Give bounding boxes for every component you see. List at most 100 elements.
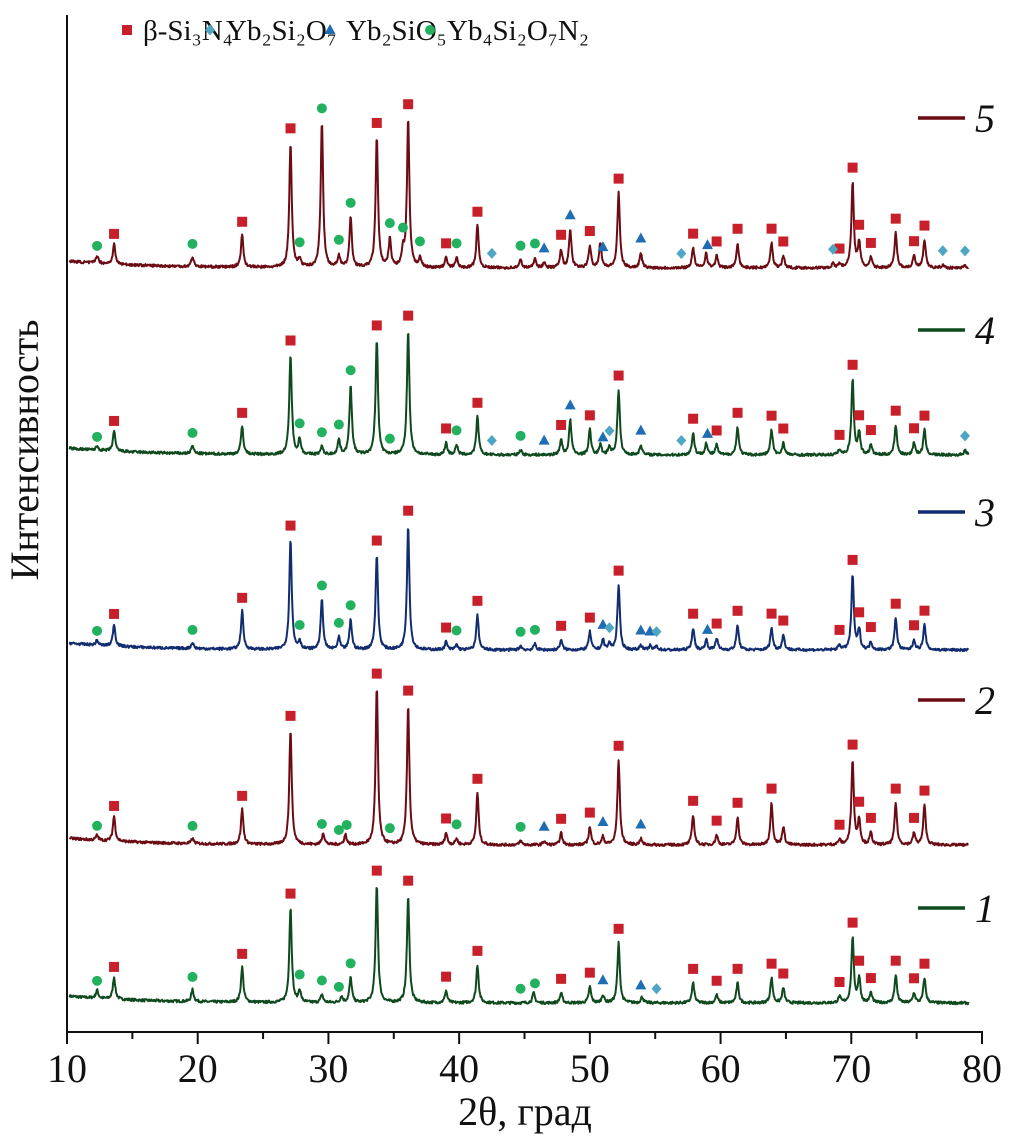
marker-circle-series-3 bbox=[316, 580, 327, 591]
marker-square-series-2 bbox=[688, 795, 699, 806]
marker-square-series-4 bbox=[237, 407, 248, 418]
legend-circle-icon bbox=[425, 25, 435, 35]
marker-circle-series-4 bbox=[333, 419, 344, 430]
x-tick-label: 60 bbox=[701, 1046, 741, 1091]
marker-diamond-series-5 bbox=[960, 245, 971, 257]
marker-square-series-3 bbox=[909, 620, 920, 631]
marker-diamond-series-4 bbox=[960, 430, 971, 442]
series-1-label: 1 bbox=[975, 886, 995, 931]
marker-square-series-4 bbox=[711, 425, 722, 436]
marker-circle-series-3 bbox=[92, 625, 103, 636]
marker-square-series-5 bbox=[890, 213, 901, 224]
marker-square-series-2 bbox=[237, 790, 248, 801]
marker-square-series-1 bbox=[766, 958, 777, 969]
marker-square-series-4 bbox=[688, 413, 699, 424]
marker-square-series-3 bbox=[766, 608, 777, 619]
marker-triangle-series-3 bbox=[644, 625, 656, 636]
marker-diamond-series-4 bbox=[604, 425, 615, 437]
marker-square-series-5 bbox=[847, 162, 858, 173]
marker-square-series-5 bbox=[732, 223, 743, 234]
marker-square-series-5 bbox=[441, 238, 452, 249]
marker-circle-series-5 bbox=[384, 218, 395, 229]
marker-square-series-4 bbox=[890, 405, 901, 416]
marker-circle-series-5 bbox=[92, 240, 103, 251]
marker-square-series-4 bbox=[854, 410, 865, 421]
marker-square-series-4 bbox=[403, 310, 414, 321]
legend-diamond-icon bbox=[205, 24, 215, 36]
legend-label: Yb₂Si₂O₇ bbox=[226, 15, 337, 47]
marker-square-series-1 bbox=[688, 963, 699, 974]
series-5-line bbox=[68, 120, 970, 270]
marker-square-series-2 bbox=[919, 785, 930, 796]
marker-square-series-5 bbox=[711, 236, 722, 247]
marker-square-series-2 bbox=[865, 812, 876, 823]
marker-square-series-4 bbox=[732, 407, 743, 418]
curves bbox=[68, 120, 970, 1006]
y-axis-title: Интенсивность bbox=[2, 320, 47, 581]
marker-square-series-2 bbox=[847, 739, 858, 750]
marker-square-series-1 bbox=[403, 875, 414, 886]
marker-triangle-series-2 bbox=[597, 816, 609, 827]
x-tick-label: 80 bbox=[962, 1046, 1002, 1091]
marker-square-series-4 bbox=[556, 419, 567, 430]
marker-circle-series-3 bbox=[187, 624, 198, 635]
marker-circle-series-5 bbox=[187, 238, 198, 249]
marker-triangle-series-1 bbox=[635, 979, 647, 990]
marker-square-series-3 bbox=[556, 620, 567, 631]
marker-circle-series-5 bbox=[333, 234, 344, 245]
marker-square-series-1 bbox=[732, 963, 743, 974]
marker-circle-series-4 bbox=[316, 427, 327, 438]
marker-circle-series-1 bbox=[515, 983, 526, 994]
series-4-label: 4 bbox=[975, 308, 995, 353]
marker-triangle-series-3 bbox=[635, 624, 647, 635]
marker-triangle-series-3 bbox=[702, 623, 713, 634]
marker-square-series-5 bbox=[109, 228, 120, 239]
marker-circle-series-1 bbox=[333, 981, 344, 992]
marker-square-series-1 bbox=[909, 973, 920, 984]
marker-square-series-5 bbox=[854, 219, 865, 230]
marker-square-series-3 bbox=[847, 554, 858, 565]
marker-square-series-1 bbox=[854, 955, 865, 966]
marker-circle-series-2 bbox=[451, 819, 462, 830]
marker-square-series-3 bbox=[403, 505, 414, 516]
marker-square-series-5 bbox=[403, 99, 414, 110]
marker-square-series-4 bbox=[766, 410, 777, 421]
marker-square-series-4 bbox=[613, 370, 624, 381]
marker-square-series-1 bbox=[584, 967, 595, 978]
series-1-line bbox=[68, 887, 970, 1006]
series-2-label: 2 bbox=[975, 678, 995, 723]
marker-diamond-series-5 bbox=[827, 243, 838, 255]
marker-square-series-2 bbox=[584, 807, 595, 818]
marker-square-series-4 bbox=[441, 423, 452, 434]
marker-circle-series-1 bbox=[294, 969, 305, 980]
marker-square-series-3 bbox=[854, 607, 865, 618]
marker-square-series-3 bbox=[371, 535, 382, 546]
marker-circle-series-3 bbox=[529, 624, 540, 635]
marker-square-series-5 bbox=[584, 226, 595, 237]
marker-circle-series-4 bbox=[187, 427, 198, 438]
marker-circle-series-3 bbox=[345, 600, 356, 611]
marker-square-series-1 bbox=[109, 961, 120, 972]
marker-circle-series-3 bbox=[451, 625, 462, 636]
marker-square-series-1 bbox=[285, 888, 296, 899]
marker-circle-series-2 bbox=[384, 823, 395, 834]
marker-circle-series-4 bbox=[92, 431, 103, 442]
marker-square-series-5 bbox=[285, 123, 296, 134]
marker-circle-series-3 bbox=[294, 620, 305, 631]
marker-square-series-3 bbox=[865, 622, 876, 633]
marker-square-series-1 bbox=[834, 977, 845, 988]
marker-circle-series-2 bbox=[316, 818, 327, 829]
marker-square-series-1 bbox=[711, 975, 722, 986]
series-5-label: 5 bbox=[975, 96, 995, 141]
marker-circle-series-5 bbox=[397, 222, 408, 233]
marker-circle-series-4 bbox=[294, 418, 305, 429]
marker-square-series-1 bbox=[778, 968, 789, 979]
marker-square-series-1 bbox=[556, 973, 567, 984]
marker-square-series-1 bbox=[890, 955, 901, 966]
series-3-label: 3 bbox=[974, 490, 995, 535]
marker-square-series-1 bbox=[237, 948, 248, 959]
marker-circle-series-2 bbox=[92, 820, 103, 831]
marker-triangle-series-5 bbox=[597, 241, 609, 252]
marker-square-series-3 bbox=[584, 612, 595, 623]
